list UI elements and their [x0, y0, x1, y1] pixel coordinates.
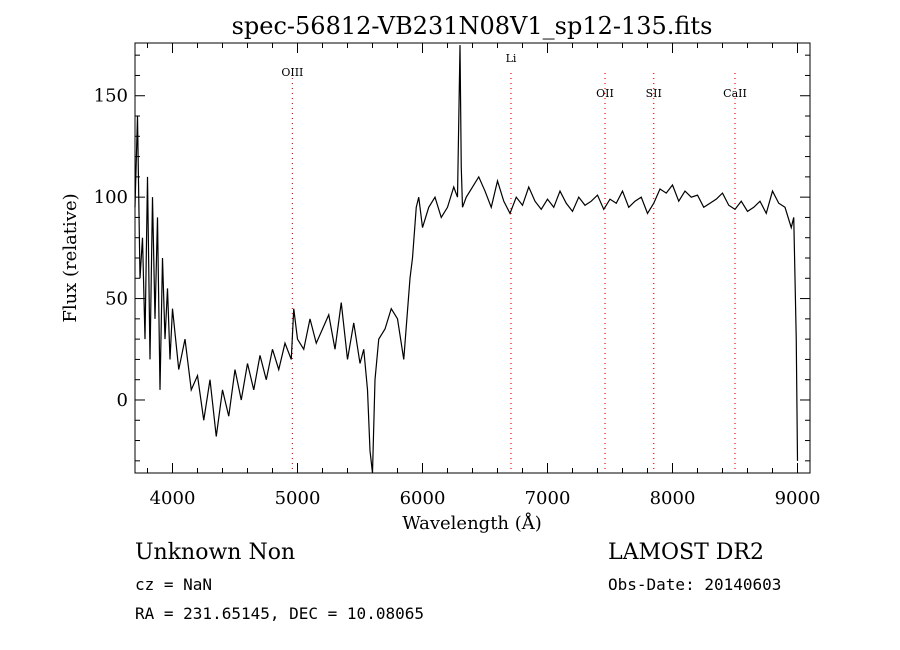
annotation-lamost-dr2: LAMOST DR2 [608, 540, 764, 565]
spectral-line-label: OII [596, 87, 614, 100]
y-axis-ticks: 0 50 100 150 [94, 54, 810, 462]
spectral-line-markers: OIII Li OII SII CaII [281, 52, 747, 473]
y-axis-label: Flux (relative) [60, 193, 81, 322]
y-tick-label: 50 [105, 289, 128, 310]
x-tick-label: 4000 [150, 488, 196, 509]
spectral-line-label: CaII [723, 87, 747, 100]
spectral-line-label: OIII [281, 66, 303, 79]
x-tick-label: 5000 [275, 488, 321, 509]
y-tick-label: 150 [94, 86, 128, 107]
spectrum-line [134, 45, 799, 474]
chart-title: spec-56812-VB231N08V1_sp12-135.fits [232, 12, 713, 40]
spectral-line-label: Li [506, 52, 517, 65]
plot-frame [134, 42, 811, 474]
x-axis-ticks: 4000 5000 6000 7000 8000 9000 [147, 43, 821, 509]
y-tick-label: 100 [94, 187, 128, 208]
spectral-line-label: SII [646, 87, 662, 100]
x-axis-label: Wavelength (Å) [402, 512, 542, 534]
x-tick-label: 8000 [650, 488, 696, 509]
annotation-unknown-non: Unknown Non [135, 540, 295, 565]
x-tick-label: 9000 [775, 488, 821, 509]
x-tick-label: 7000 [525, 488, 571, 509]
y-tick-label: 0 [117, 390, 128, 411]
annotation-ra-dec: RA = 231.65145, DEC = 10.08065 [135, 604, 424, 623]
annotation-obs-date: Obs-Date: 20140603 [608, 575, 781, 594]
x-tick-label: 6000 [400, 488, 446, 509]
annotation-cz: cz = NaN [135, 575, 212, 594]
